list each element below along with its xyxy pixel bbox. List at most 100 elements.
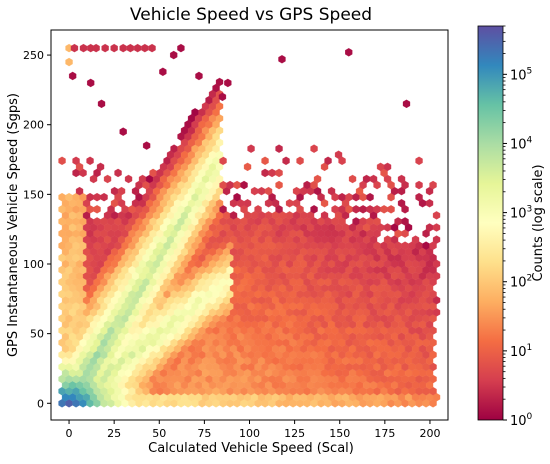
x-tick-label: 200	[419, 427, 440, 440]
chart-title: Vehicle Speed vs GPS Speed	[130, 5, 372, 25]
hex-cell	[170, 50, 178, 60]
hex-cell	[117, 186, 126, 196]
hex-cell	[275, 180, 283, 190]
y-tick-label: 150	[23, 188, 44, 201]
colorbar-tick-label: 100	[510, 412, 533, 429]
x-tick-label: 25	[107, 427, 121, 440]
hex-cell	[327, 186, 336, 196]
hex-cell	[402, 99, 411, 109]
colorbar-tick-label: 105	[510, 66, 532, 83]
hex-cell	[224, 78, 232, 88]
y-tick-label: 200	[23, 119, 44, 132]
hex-cell	[243, 199, 252, 208]
colorbar-tick-label: 103	[510, 205, 532, 222]
hex-cell	[282, 156, 290, 166]
hex-cell	[70, 43, 79, 53]
hex-cell	[313, 174, 322, 184]
hex-cell	[72, 156, 80, 166]
y-tick-label: 50	[30, 328, 44, 341]
hex-cell	[369, 174, 378, 184]
x-tick-label: 175	[374, 427, 395, 440]
hex-cell	[124, 174, 133, 184]
hex-cell	[69, 71, 77, 81]
hex-cell	[142, 141, 151, 150]
colorbar-ticks: 100 101 102 103 104 105	[503, 25, 533, 429]
hex-cell	[275, 144, 283, 153]
hex-cell	[397, 199, 406, 208]
y-tick-label: 0	[37, 397, 44, 410]
hexbin-cells	[58, 43, 441, 408]
hex-cell	[119, 43, 127, 53]
x-tick-label: 75	[197, 427, 211, 440]
hex-cell	[96, 162, 105, 172]
hex-cell	[275, 168, 283, 178]
hex-cell	[425, 199, 434, 208]
hex-cell	[103, 174, 112, 184]
colorbar-gradient	[477, 25, 504, 421]
hex-cell	[79, 43, 88, 53]
hex-cell	[334, 150, 343, 159]
hex-cell	[415, 156, 423, 166]
hex-cell	[432, 211, 441, 220]
colorbar-tick-label: 102	[510, 274, 532, 291]
y-axis: 0 50 100 150 200 250	[23, 49, 51, 410]
hex-cell	[177, 43, 185, 53]
hex-cell	[345, 48, 353, 57]
x-tick-label: 150	[329, 427, 350, 440]
hex-cell	[93, 205, 101, 214]
hex-cell	[133, 43, 142, 53]
hex-cell	[366, 192, 374, 202]
hex-cell	[159, 67, 167, 77]
x-tick-label: 50	[152, 427, 166, 440]
colorbar-label: Counts (log scale)	[531, 164, 546, 281]
hex-cell	[401, 217, 409, 226]
hex-cell	[261, 156, 269, 166]
hex-cell	[87, 78, 95, 88]
hex-cell	[387, 205, 395, 214]
hex-cell	[310, 205, 318, 214]
hex-cell	[243, 162, 252, 172]
hex-cell	[218, 92, 227, 102]
hex-cell	[296, 156, 304, 166]
x-tick-label: 0	[66, 427, 73, 440]
y-tick-label: 250	[23, 49, 44, 62]
hex-cell	[397, 174, 406, 184]
hex-cell	[114, 168, 122, 178]
x-tick-label: 100	[239, 427, 260, 440]
hex-cell	[324, 156, 332, 166]
hex-cell	[432, 223, 441, 232]
hex-cell	[310, 144, 318, 153]
colorbar: 100 101 102 103 104 105 Counts (log scale)	[477, 25, 546, 429]
hex-cell	[119, 127, 127, 136]
hex-cell	[101, 43, 109, 53]
hex-cell	[100, 192, 108, 202]
x-axis: 0 25 50 75 100 125 150 175 200	[66, 420, 440, 440]
hex-cell	[215, 77, 224, 87]
hex-cell	[233, 192, 241, 202]
hex-cell	[411, 235, 420, 244]
hex-cell	[348, 174, 357, 184]
hex-cell	[86, 156, 94, 166]
hex-cell	[264, 186, 273, 196]
hex-cell	[247, 144, 255, 153]
hex-cell	[432, 235, 441, 244]
x-axis-label: Calculated Vehicle Speed (Scal)	[148, 441, 354, 456]
hex-cell	[97, 99, 106, 109]
hex-cell	[415, 180, 423, 190]
hex-cell	[148, 43, 156, 53]
hex-cell	[58, 156, 66, 166]
hex-cell	[240, 180, 248, 190]
colorbar-tick-label: 101	[510, 343, 532, 360]
hex-cell	[278, 55, 286, 64]
x-tick-label: 125	[284, 427, 305, 440]
hex-cell	[415, 192, 423, 202]
hex-cell	[110, 43, 118, 53]
hex-cell	[92, 43, 100, 53]
hex-cell	[75, 186, 84, 196]
hex-cell	[320, 211, 329, 220]
plot-area	[51, 30, 448, 420]
hex-cell	[126, 43, 135, 53]
colorbar-tick-label: 104	[510, 135, 533, 152]
hex-cell	[141, 43, 149, 53]
